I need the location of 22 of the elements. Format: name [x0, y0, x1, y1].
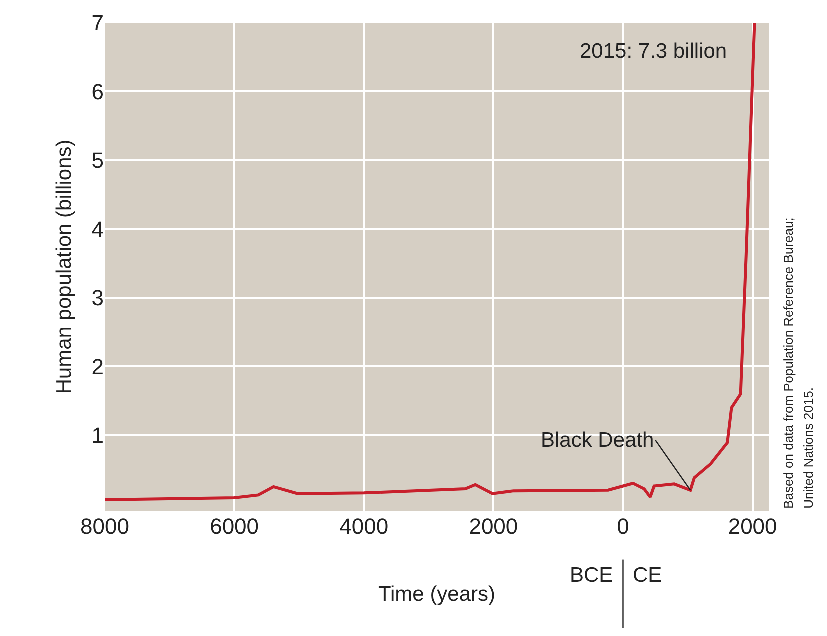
- line-series: [105, 23, 756, 502]
- text: CE: [633, 564, 662, 587]
- y-tick-label: 5: [92, 148, 104, 174]
- x-tick-label: 8000: [80, 514, 130, 539]
- y-tick-label: 7: [92, 10, 104, 36]
- x-tick-label: 2000: [728, 514, 778, 539]
- y-tick-label: 4: [92, 216, 104, 242]
- x-tick-label: 4000: [340, 514, 389, 539]
- y-tick-label: 6: [92, 79, 104, 104]
- y-tick-label: 2: [92, 354, 104, 380]
- y-axis-title: Human population (billions): [52, 140, 76, 394]
- text: Based on data from Population Reference Bureau;: [780, 218, 796, 509]
- x-tick-label: 2000: [469, 514, 518, 539]
- text: BCE: [570, 564, 614, 587]
- y-tick-label: 1: [92, 423, 104, 448]
- x-axis-title: Time (years): [378, 583, 496, 606]
- y-tick-label: 3: [92, 286, 104, 311]
- text: United Nations 2015.: [800, 387, 816, 509]
- x-tick-label: 6000: [210, 514, 260, 539]
- annotation: 2015: 7.3 billion: [580, 40, 728, 63]
- annotation: Black Death: [541, 429, 654, 452]
- x-tick-label: 0: [617, 514, 630, 539]
